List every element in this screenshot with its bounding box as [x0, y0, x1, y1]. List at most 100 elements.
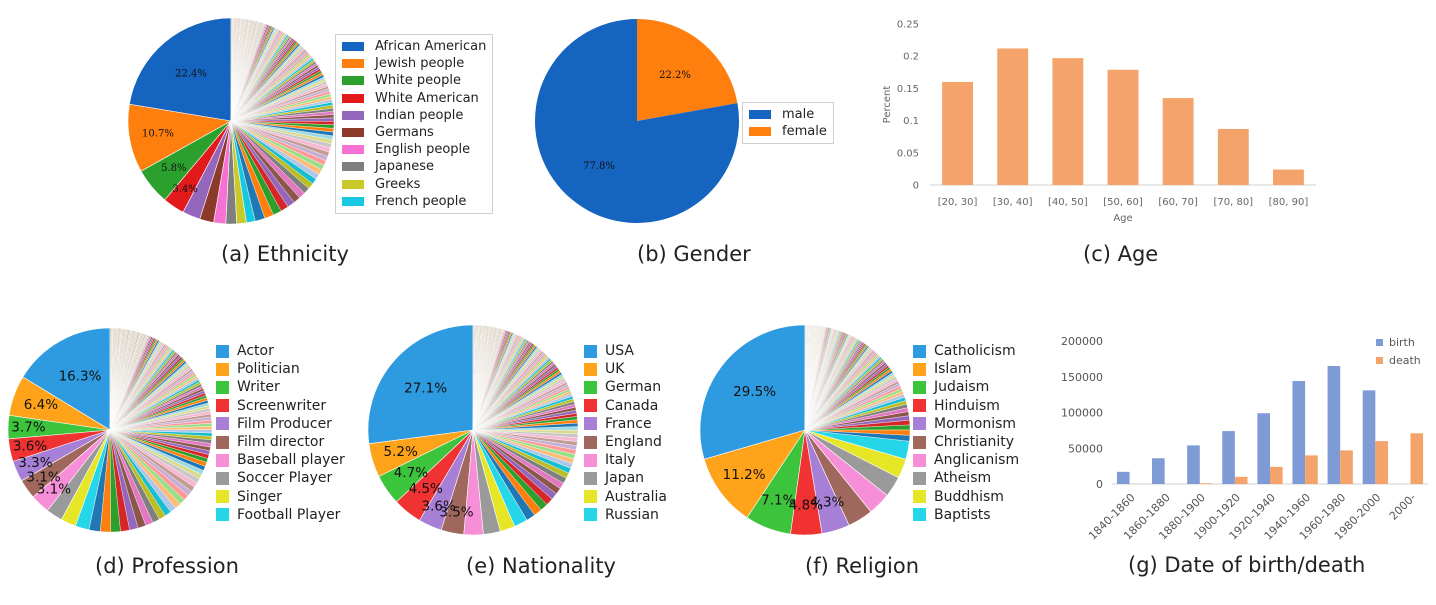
x-tick-label: [60, 70]	[1158, 197, 1198, 208]
legend-item-russian: Russian	[584, 506, 667, 524]
legend-item-atheism: Atheism	[913, 469, 1019, 487]
legend-label: White people	[375, 73, 461, 89]
legend-item-indian-people: Indian people	[342, 107, 486, 124]
caption-age: (c) Age	[1083, 242, 1159, 266]
legend-swatch	[584, 417, 597, 431]
legend-label: Japanese	[375, 159, 435, 175]
legend-label: Football Player	[237, 506, 341, 523]
legend-item-anglicanism: Anglicanism	[913, 451, 1019, 469]
legend-ethnicity: African American Jewish people White peopl…	[335, 34, 494, 214]
bar-birth-1860-1880	[1152, 458, 1165, 484]
bar-50-60	[1107, 69, 1139, 185]
pie-label-baseball-player: 3.1%	[37, 481, 71, 497]
legend-nationality: USA UK German Canada France England Italy Japan…	[584, 342, 667, 524]
legend-item-japan: Japan	[584, 469, 667, 487]
legend-swatch	[216, 435, 229, 449]
pie-label-screenwriter: 3.6%	[13, 438, 47, 454]
legend-label: Film Producer	[237, 415, 332, 432]
pie-label-jewish-people: 10.7%	[142, 128, 174, 139]
legend-swatch	[749, 127, 771, 137]
legend-item-italy: Italy	[584, 451, 667, 469]
legend-swatch	[913, 417, 926, 431]
legend-item-australia: Australia	[584, 488, 667, 506]
bar-birth-1960-1980	[1327, 366, 1341, 484]
legend-item-politician: Politician	[216, 360, 345, 378]
legend-swatch	[913, 362, 926, 376]
legend-label: Film director	[237, 434, 325, 451]
legend-swatch	[1376, 356, 1383, 364]
bar-70-80	[1217, 128, 1249, 185]
legend-swatch	[342, 145, 364, 155]
legend-swatch	[584, 435, 597, 449]
legend-swatch	[584, 508, 597, 522]
legend-swatch	[1376, 338, 1383, 346]
legend-item-english-people: English people	[342, 141, 486, 158]
legend-label: Judaism	[934, 379, 990, 396]
legend-swatch	[584, 344, 597, 358]
pie-label-male: 77.8%	[583, 161, 615, 172]
legend-swatch	[342, 196, 364, 206]
legend-swatch	[342, 93, 364, 103]
bar-death-1900-1920	[1234, 476, 1248, 484]
legend-item-greeks: Greeks	[342, 176, 486, 193]
pie-slice-actor	[22, 327, 111, 431]
bar-death-1920-1940	[1270, 466, 1283, 484]
legend-label: UK	[605, 361, 625, 378]
bar-birth-1840-1860	[1116, 471, 1130, 484]
y-tick-label: 100000	[1061, 407, 1103, 420]
legend-label: Australia	[605, 488, 667, 505]
y-tick-label: 0	[913, 181, 919, 192]
legend-swatch	[913, 344, 926, 358]
legend-swatch	[584, 453, 597, 467]
pie-slice-other-120	[230, 17, 233, 122]
legend-label: birth	[1389, 335, 1415, 349]
bar-birth-1940-1960	[1292, 381, 1306, 484]
legend-swatch	[584, 380, 597, 394]
legend-label: France	[605, 415, 652, 432]
pie-slice-african-american	[129, 17, 232, 122]
legend-label: Writer	[237, 379, 280, 396]
bar-birth-1980-2000	[1362, 390, 1376, 484]
legend-swatch	[342, 128, 364, 138]
legend-swatch	[342, 42, 364, 52]
pie-slice-female	[637, 19, 738, 121]
y-tick-label: 0.05	[897, 148, 919, 159]
caption-ethnicity: (a) Ethnicity	[221, 242, 349, 266]
legend-label: Buddhism	[934, 488, 1004, 505]
legend-label: Indian people	[375, 107, 464, 123]
legend-label: England	[605, 434, 662, 451]
bar-death-1980-2000	[1375, 441, 1388, 484]
legend-swatch	[216, 362, 229, 376]
pie-label-uk: 5.2%	[384, 444, 418, 460]
legend-swatch	[584, 362, 597, 376]
legend-swatch	[584, 490, 597, 504]
legend-item-usa: USA	[584, 342, 667, 360]
bar-40-50	[1052, 58, 1084, 185]
pie-label-france: 3.6%	[422, 499, 456, 515]
legend-item-french-people: French people	[342, 193, 486, 210]
legend-item-african-american: African American	[342, 38, 486, 55]
x-tick-label: [50, 60]	[1103, 197, 1143, 208]
legend-label: Islam	[934, 361, 972, 378]
legend-label: Soccer Player	[237, 470, 333, 487]
pie-label-african-american: 22.4%	[175, 68, 207, 79]
y-tick-label: 0	[1096, 478, 1103, 491]
legend-swatch	[216, 508, 229, 522]
legend-label: female	[782, 124, 827, 140]
caption-profession: (d) Profession	[95, 554, 239, 578]
legend-label: Germans	[375, 125, 434, 141]
legend-item-german: German	[584, 378, 667, 396]
legend-swatch	[216, 417, 229, 431]
pie-slice-male	[535, 19, 740, 223]
legend-item-england: England	[584, 433, 667, 451]
legend-swatch	[913, 435, 926, 449]
legend-item-jewish-people: Jewish people	[342, 55, 486, 72]
legend-item-christianity: Christianity	[913, 433, 1019, 451]
legend-label: Screenwriter	[237, 397, 327, 414]
y-axis-label: Percent	[882, 86, 893, 124]
legend-item-catholicism: Catholicism	[913, 342, 1019, 360]
legend-label: Anglicanism	[934, 452, 1020, 469]
legend-item-football-player: Football Player	[216, 506, 345, 524]
